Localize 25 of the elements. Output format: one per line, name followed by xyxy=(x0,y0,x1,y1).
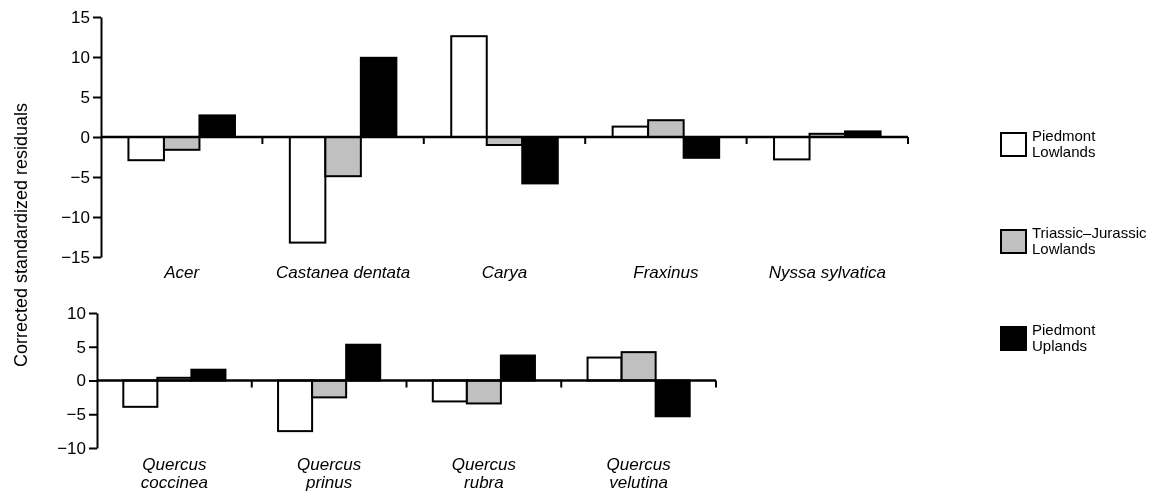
x-tick-label: Nyssa sylvatica xyxy=(768,263,886,282)
x-tick-label: Quercus velutina xyxy=(606,455,672,492)
y-tick-label: −10 xyxy=(61,207,90,227)
legend-label: Piedmont Uplands xyxy=(1032,321,1097,354)
y-tick-label: −5 xyxy=(66,405,86,425)
x-tick-label: Quercus rubra xyxy=(451,455,517,492)
x-tick-label: Castanea dentata xyxy=(275,263,411,282)
y-tick-label: 15 xyxy=(71,7,90,27)
y-tick-label: −15 xyxy=(61,247,90,267)
y-tick-label: 10 xyxy=(67,303,86,323)
x-tick-label: Carya xyxy=(481,263,528,282)
x-tick-label: Quercus coccinea xyxy=(140,455,208,492)
x-tick-label: Quercus prinus xyxy=(297,455,362,492)
legend-label: Piedmont Lowlands xyxy=(1032,127,1097,160)
y-tick-label: −10 xyxy=(57,438,86,458)
y-tick-label: 0 xyxy=(80,127,90,147)
y-axis-title: Corrected standardized residuals xyxy=(11,102,31,368)
x-tick-label: Acer xyxy=(163,263,201,282)
y-tick-label: 10 xyxy=(71,47,90,67)
y-tick-label: 5 xyxy=(76,337,86,357)
x-tick-label: Fraxinus xyxy=(633,263,699,282)
y-tick-label: −5 xyxy=(70,167,90,187)
y-tick-label: 0 xyxy=(76,371,86,391)
y-tick-label: 5 xyxy=(80,87,90,107)
legend-label: Triassic–Jurassic Lowlands xyxy=(1032,224,1147,257)
